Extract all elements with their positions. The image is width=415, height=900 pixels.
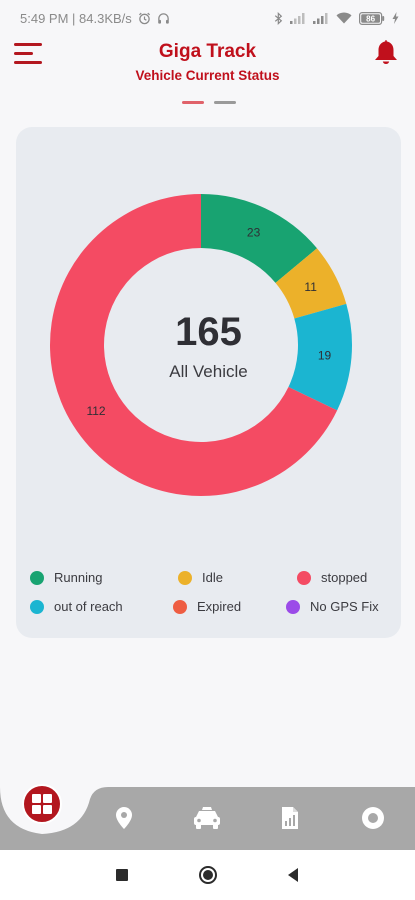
legend-label: No GPS Fix	[310, 599, 379, 614]
legend-label: Expired	[197, 599, 242, 614]
hamburger-line	[14, 61, 42, 64]
square-icon	[116, 869, 128, 881]
charging-icon	[392, 12, 399, 24]
legend-item-stopped[interactable]: stopped	[297, 570, 367, 585]
donut-slice-stopped[interactable]	[49, 194, 338, 496]
bottom-navigation	[0, 784, 415, 850]
total-vehicle-count: 165	[175, 310, 242, 354]
location-pin-icon	[116, 807, 132, 829]
legend-item-running[interactable]: Running	[30, 570, 102, 585]
signal-icon-1	[290, 12, 306, 24]
legend-label: Running	[54, 570, 103, 585]
legend-dot	[178, 570, 192, 585]
legend-dot	[30, 599, 44, 614]
alarm-icon	[138, 12, 151, 25]
total-vehicle-label: All Vehicle	[169, 362, 248, 381]
donut-slice-value-label: 112	[86, 404, 105, 418]
donut-slice-running[interactable]	[201, 194, 317, 283]
legend-item-idle[interactable]: Idle	[178, 570, 223, 585]
map-tab[interactable]	[107, 801, 141, 835]
page-indicator-dot-active[interactable]	[182, 101, 204, 104]
settings-tab[interactable]	[356, 801, 390, 835]
bluetooth-icon	[274, 11, 283, 25]
system-navigation-bar	[0, 850, 415, 900]
back-button[interactable]	[281, 864, 305, 886]
vehicle-status-card: 23 11 19 112 165 All Vehicle Running Idle s…	[16, 127, 401, 638]
page-indicator-dot[interactable]	[214, 101, 236, 104]
vehicle-status-donut-chart: 23 11 19 112	[49, 194, 352, 496]
headset-icon	[157, 12, 170, 25]
battery-icon: 86	[359, 11, 385, 25]
legend-dot	[30, 570, 44, 585]
app-header: Giga Track Vehicle Current Status	[0, 36, 415, 106]
menu-button[interactable]	[14, 40, 44, 66]
report-icon	[282, 807, 298, 829]
bell-icon	[375, 40, 397, 64]
home-circle-icon	[199, 866, 217, 884]
page-indicator	[182, 101, 236, 104]
legend-dot	[286, 599, 300, 614]
dashboard-tab[interactable]	[22, 784, 62, 824]
car-icon	[194, 807, 220, 829]
donut-slice-value-label: 11	[304, 280, 317, 294]
legend-item-expired[interactable]: Expired	[173, 599, 241, 614]
wifi-icon	[336, 12, 352, 24]
recent-apps-button[interactable]	[110, 864, 134, 886]
battery-level: 86	[366, 14, 375, 23]
page-subtitle: Vehicle Current Status	[135, 68, 280, 83]
notifications-button[interactable]	[373, 38, 399, 66]
vehicles-tab[interactable]	[190, 801, 224, 835]
donut-slice-idle[interactable]	[275, 248, 347, 319]
back-triangle-icon	[288, 868, 298, 882]
legend-item-no-gps-fix[interactable]: No GPS Fix	[286, 599, 379, 614]
legend-label: out of reach	[54, 599, 123, 614]
circle-icon	[362, 807, 384, 829]
legend-label: stopped	[321, 570, 368, 585]
status-bar: 5:49 PM | 84.3KB/s 86	[0, 0, 415, 36]
donut-slice-value-label: 23	[247, 226, 261, 240]
signal-icon-2	[313, 12, 329, 24]
legend-dot	[297, 570, 311, 585]
donut-slice-value-label: 19	[318, 349, 332, 363]
home-button[interactable]	[196, 864, 220, 886]
donut-slice-out-of-reach[interactable]	[288, 303, 352, 411]
legend-label: Idle	[202, 570, 223, 585]
hamburger-line	[14, 52, 33, 55]
reports-tab[interactable]	[273, 801, 307, 835]
legend-dot	[173, 599, 187, 614]
status-time-speed: 5:49 PM | 84.3KB/s	[20, 10, 132, 26]
legend-item-out-of-reach[interactable]: out of reach	[30, 599, 123, 614]
app-title: Giga Track	[158, 41, 257, 62]
hamburger-menu-icon	[14, 43, 42, 46]
dashboard-icon	[32, 794, 52, 814]
